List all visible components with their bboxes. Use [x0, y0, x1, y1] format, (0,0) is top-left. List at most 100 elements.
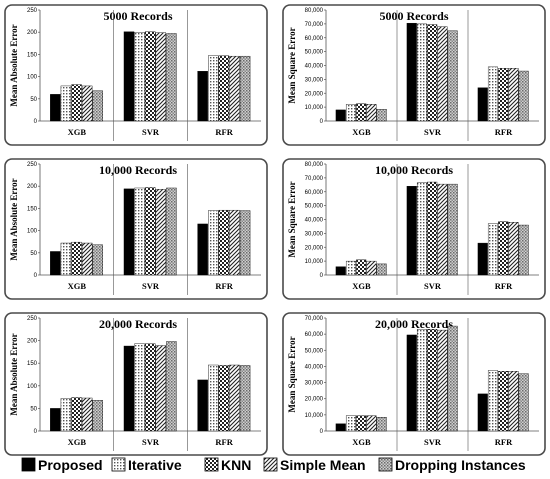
chart-panel: 20,000 Records Mean Square Error 0 10,000 20… — [282, 312, 546, 456]
x-category-label: XGB — [68, 281, 87, 291]
bar — [477, 242, 488, 276]
bar — [144, 31, 156, 122]
x-category-label: XGB — [352, 437, 371, 447]
bar — [477, 393, 488, 432]
bar — [197, 223, 208, 276]
bar — [335, 266, 346, 276]
y-tick-label: 200 — [27, 184, 38, 190]
y-tick-label: 60,000 — [305, 36, 324, 42]
y-tick-label: 50,000 — [305, 204, 324, 210]
bar — [508, 68, 519, 122]
bar — [335, 423, 346, 432]
y-tick-label: 200 — [27, 30, 38, 36]
y-tick-label: 150 — [27, 52, 38, 58]
y-tick-label: 0 — [320, 429, 324, 435]
y-tick-label: 150 — [27, 361, 38, 367]
bar — [71, 241, 82, 276]
x-category-label: RFR — [495, 437, 513, 447]
bar — [123, 31, 135, 122]
y-tick-label: 100 — [27, 384, 38, 390]
bar — [123, 188, 135, 276]
y-tick-label: 10,000 — [305, 259, 324, 265]
bar — [447, 325, 458, 432]
legend-label: Dropping Instances — [395, 457, 526, 473]
bar — [376, 263, 387, 276]
bar — [123, 345, 135, 432]
y-axis-label: Mean Absolute Error — [9, 333, 19, 415]
y-tick-label: 20,000 — [305, 245, 324, 251]
y-axis-label: Mean Absolute Error — [9, 24, 19, 106]
bar — [437, 183, 448, 276]
chart-title: 20,000 Records — [375, 317, 453, 331]
legend-label: Proposed — [38, 457, 103, 473]
bar — [366, 415, 377, 432]
bar — [50, 408, 61, 432]
bar — [416, 182, 427, 276]
bar — [498, 68, 509, 122]
chart-panel: 10,000 Records Mean Square Error 0 10,000 20… — [282, 158, 546, 300]
bar — [239, 365, 251, 432]
bar — [60, 398, 72, 432]
y-tick-label: 40,000 — [305, 364, 324, 370]
y-tick-label: 60,000 — [305, 332, 324, 338]
bar — [406, 22, 417, 122]
bar — [229, 55, 240, 122]
y-tick-label: 150 — [27, 206, 38, 212]
x-category-label: RFR — [215, 127, 233, 137]
chart-title: 10,000 Records — [99, 163, 177, 177]
legend-label: KNN — [221, 457, 251, 473]
y-tick-label: 30,000 — [305, 77, 324, 83]
x-category-label: XGB — [352, 127, 371, 137]
chart-panel: 5000 Records Mean Square Error 0 10,000 20,0… — [282, 4, 546, 146]
chart-title: 10,000 Records — [375, 163, 453, 177]
y-tick-label: 0 — [320, 273, 324, 279]
bar — [144, 187, 156, 276]
bar — [155, 345, 167, 432]
bar — [376, 109, 387, 122]
bar — [345, 415, 356, 432]
x-category-label: SVR — [424, 437, 442, 447]
bar — [208, 364, 219, 432]
bar — [447, 183, 458, 276]
bar — [406, 334, 417, 432]
bar — [81, 397, 93, 432]
bar — [197, 379, 208, 432]
legend: Proposed Iterative KNN Simple Mean Dropping … — [21, 457, 526, 473]
bar — [229, 209, 240, 276]
bar — [437, 26, 448, 122]
x-category-label: RFR — [495, 127, 513, 137]
legend-swatch — [21, 457, 36, 472]
y-tick-label: 20,000 — [305, 397, 324, 403]
y-tick-label: 70,000 — [305, 22, 324, 28]
bar — [166, 33, 177, 122]
bar — [155, 32, 167, 122]
chart-panel: 10,000 Records Mean Absolute Error 0 50 100 1… — [4, 158, 268, 300]
x-category-label: SVR — [142, 127, 160, 137]
y-tick-label: 30,000 — [305, 231, 324, 237]
bar — [366, 104, 377, 122]
bar — [218, 209, 230, 276]
y-tick-label: 100 — [27, 229, 38, 235]
legend-swatch — [378, 457, 393, 472]
y-tick-label: 50,000 — [305, 50, 324, 56]
bar — [218, 365, 230, 432]
legend-swatch — [204, 457, 219, 472]
y-tick-label: 30,000 — [305, 381, 324, 387]
x-category-label: XGB — [68, 437, 87, 447]
y-tick-label: 250 — [27, 316, 38, 322]
y-tick-label: 250 — [27, 162, 38, 168]
y-axis-label: Mean Square Error — [287, 181, 297, 257]
bar — [518, 373, 529, 432]
bar — [416, 329, 427, 432]
chart-title: 5000 Records — [380, 9, 449, 23]
bar — [345, 104, 356, 122]
bar — [92, 90, 103, 122]
bar — [218, 55, 230, 122]
bar — [427, 181, 438, 276]
bar — [498, 371, 509, 432]
bar — [498, 221, 509, 276]
bar — [92, 244, 103, 276]
bar — [71, 84, 82, 122]
legend-swatch — [263, 457, 278, 472]
